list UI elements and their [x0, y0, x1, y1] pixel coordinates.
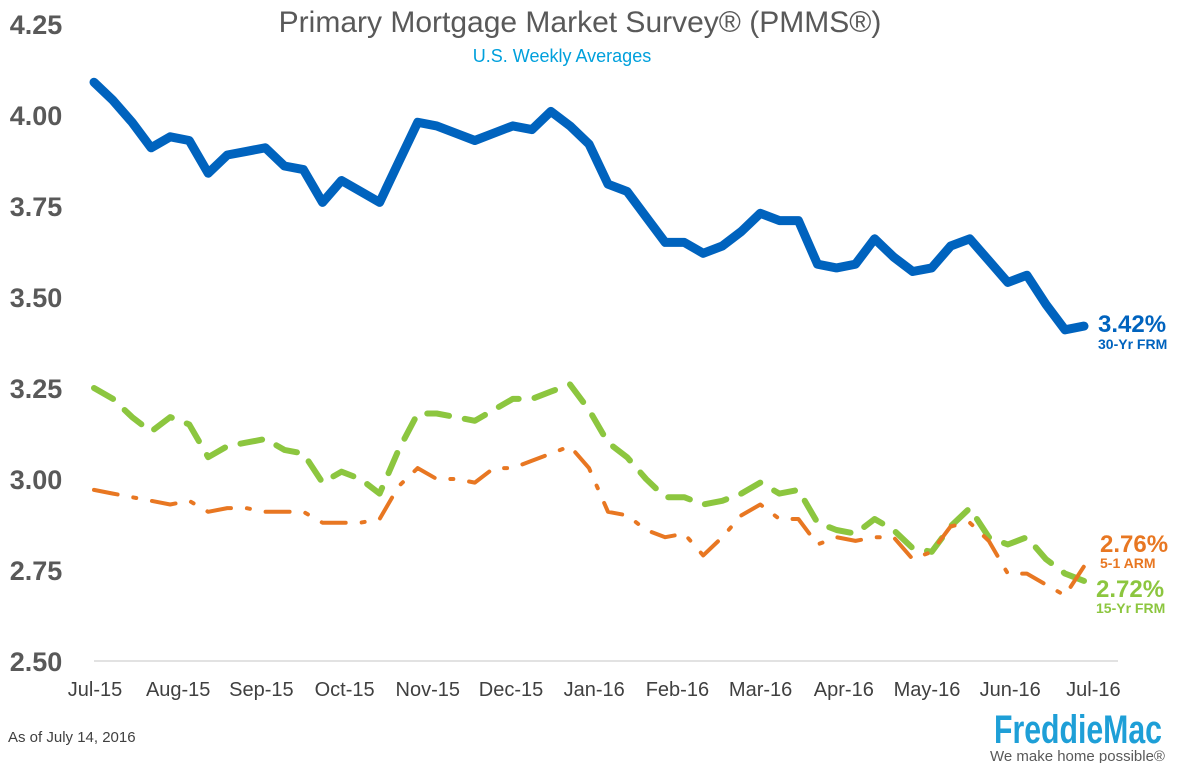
- y-tick-label: 4.00: [10, 101, 63, 131]
- x-tick-label: Jul-16: [1066, 679, 1120, 701]
- x-tick-label: Jul-15: [68, 679, 122, 701]
- series-line-frm15: [91, 381, 1087, 584]
- x-tick-label: May-16: [894, 679, 961, 701]
- series-line-frm30: [89, 77, 1089, 335]
- end-name-frm15: 15-Yr FRM: [1096, 600, 1165, 616]
- y-tick-label: 3.00: [10, 465, 63, 495]
- end-labels: 3.42%30-Yr FRM 2.72%15-Yr FRM 2.76%5-1 ARM: [1096, 311, 1168, 616]
- end-name-arm51: 5-1 ARM: [1100, 555, 1156, 571]
- x-tick-label: Jan-16: [564, 679, 625, 701]
- x-tick-label: Jun-16: [980, 679, 1041, 701]
- chart-subtitle: U.S. Weekly Averages: [473, 46, 651, 66]
- y-tick-label: 2.50: [10, 647, 63, 677]
- y-tick-label: 3.25: [10, 374, 63, 404]
- end-value-arm51: 2.76%: [1100, 531, 1168, 558]
- end-name-frm30: 30-Yr FRM: [1098, 336, 1167, 352]
- y-tick-label: 4.25: [10, 10, 63, 40]
- as-of-footnote: As of July 14, 2016: [8, 729, 136, 746]
- x-axis-ticks: Jul-15 Aug-15 Sep-15 Oct-15 Nov-15 Dec-15 Jan-…: [68, 679, 1121, 701]
- series-line-arm51: [92, 444, 1086, 598]
- y-tick-label: 3.50: [10, 283, 63, 313]
- logo-wordmark: FreddieMac: [994, 708, 1162, 752]
- chart-title: Primary Mortgage Market Survey® (PMMS®): [279, 6, 882, 39]
- end-value-frm15: 2.72%: [1096, 576, 1164, 603]
- y-axis-ticks: 4.25 4.00 3.75 3.50 3.25 3.00 2.75 2.50: [10, 10, 63, 677]
- x-tick-label: Mar-16: [729, 679, 792, 701]
- x-tick-label: Dec-15: [479, 679, 543, 701]
- x-tick-label: Apr-16: [814, 679, 874, 701]
- x-tick-label: Sep-15: [229, 679, 294, 701]
- y-tick-label: 2.75: [10, 556, 63, 586]
- x-tick-label: Aug-15: [146, 679, 211, 701]
- end-value-frm30: 3.42%: [1098, 311, 1166, 338]
- freddie-mac-logo: FreddieMac We make home possible®: [990, 708, 1165, 763]
- y-tick-label: 3.75: [10, 192, 63, 222]
- x-tick-label: Feb-16: [646, 679, 709, 701]
- x-tick-label: Oct-15: [315, 679, 375, 701]
- series-lines: [89, 77, 1089, 598]
- x-tick-label: Nov-15: [396, 679, 460, 701]
- logo-tagline: We make home possible®: [990, 748, 1165, 763]
